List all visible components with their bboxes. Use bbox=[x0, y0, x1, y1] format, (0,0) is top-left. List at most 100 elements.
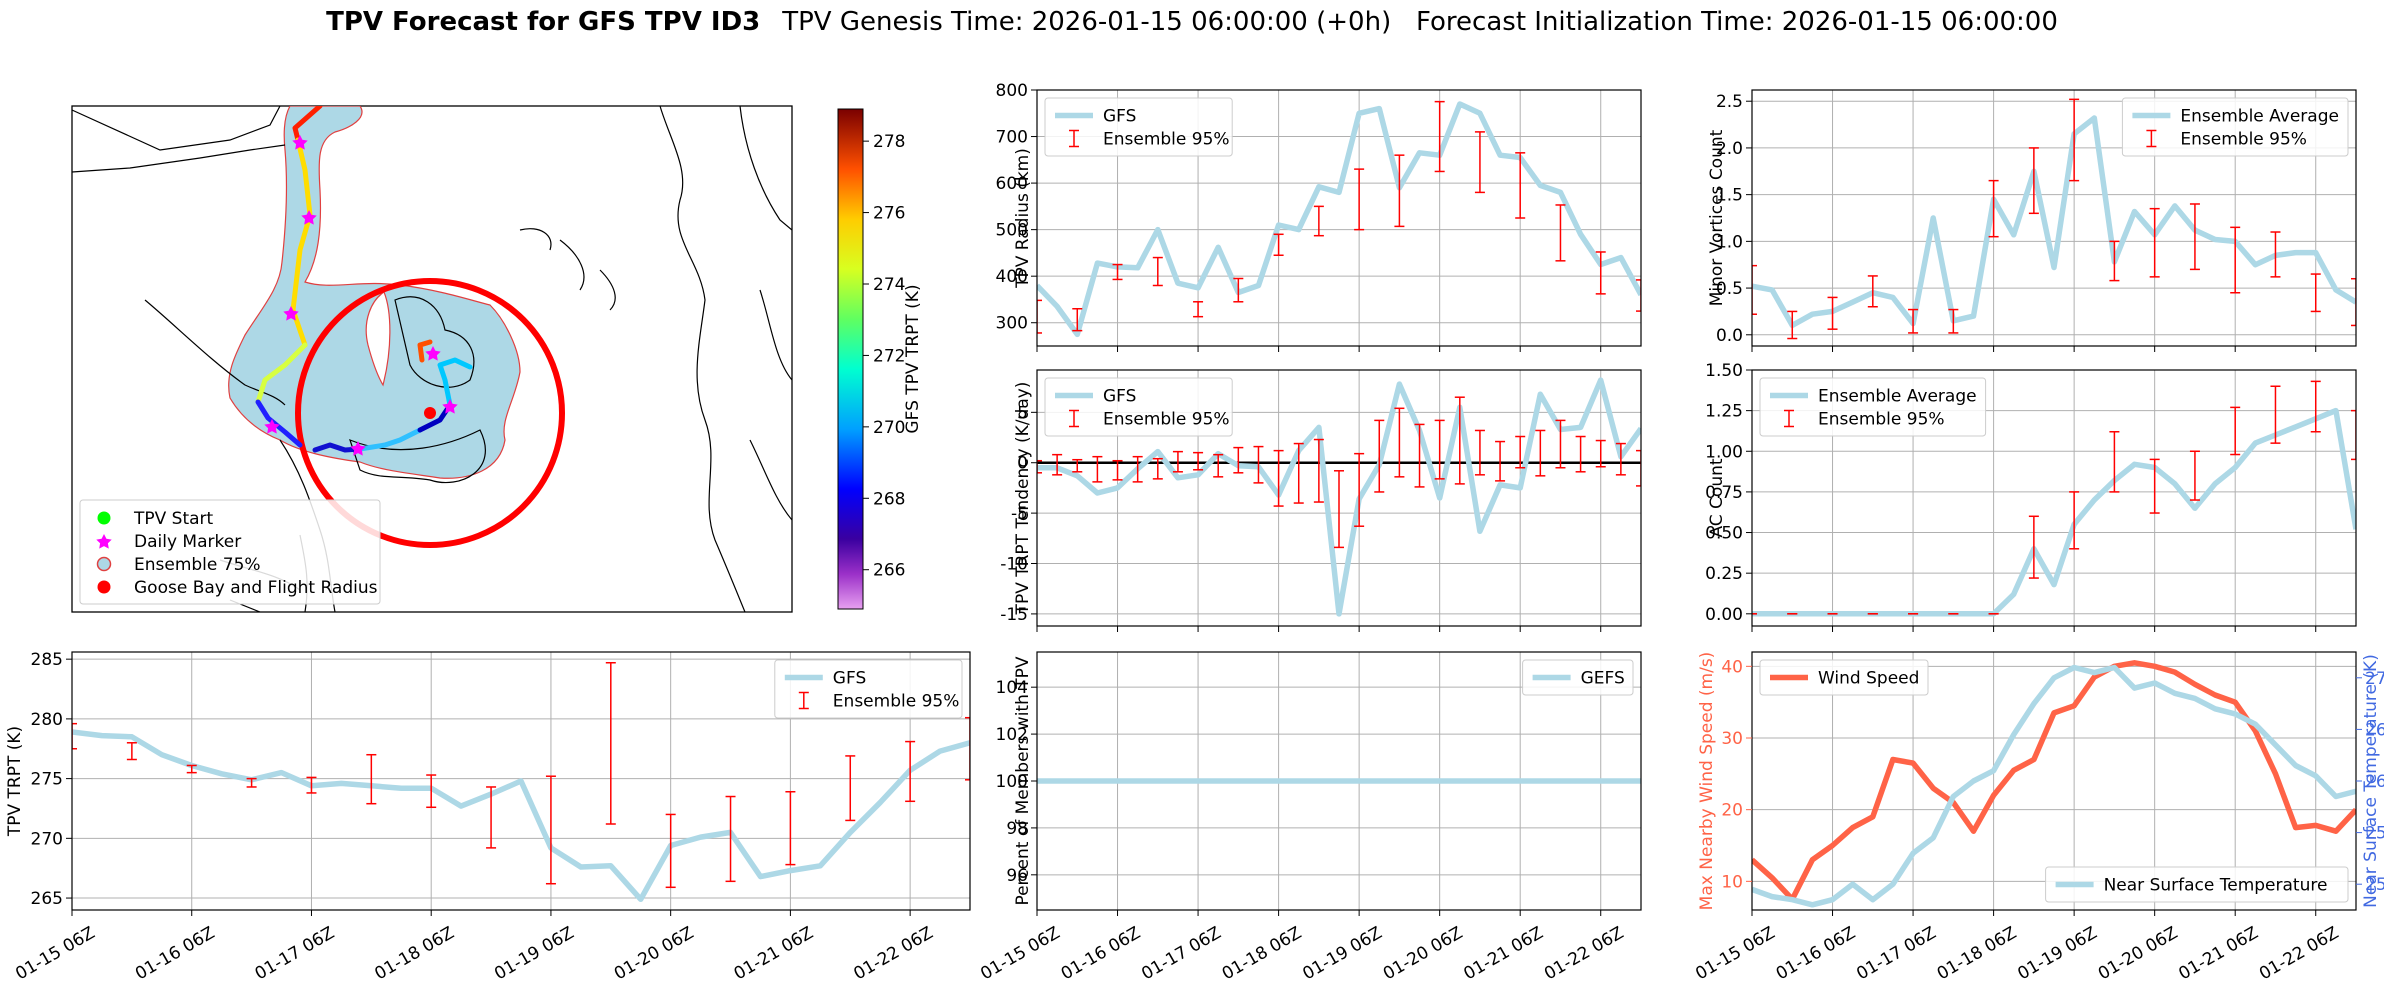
colorbar-tick-label: 274 bbox=[873, 275, 905, 295]
legend: Ensemble Average Ensemble 95% bbox=[1759, 377, 1987, 437]
y-tick-label: 270 bbox=[31, 829, 63, 849]
legend-label: GFS bbox=[1103, 107, 1136, 127]
y-tick-label: 96 bbox=[1006, 866, 1028, 886]
legend: GFS Ensemble 95% bbox=[1044, 377, 1233, 437]
series-line-minor-0 bbox=[1752, 115, 2356, 329]
y-tick-label: 1.25 bbox=[1705, 402, 1743, 422]
colorbar bbox=[837, 108, 864, 610]
y-tick-label: 2.5 bbox=[1716, 92, 1743, 112]
y-tick-label: 285 bbox=[31, 650, 63, 670]
x-tick-label: 01-17 06Z bbox=[1853, 923, 1939, 982]
x-tick-label: 01-16 06Z bbox=[1773, 923, 1859, 982]
y-tick-label: 0.50 bbox=[1705, 524, 1743, 544]
y-axis-label: Minor Vortices Count bbox=[1707, 129, 1727, 306]
x-tick-label: 01-21 06Z bbox=[731, 923, 817, 982]
plot-body bbox=[1752, 660, 2356, 908]
x-tick-label: 01-22 06Z bbox=[1541, 923, 1627, 982]
y-tick-label: 30 bbox=[1721, 729, 1743, 749]
y-right-tick-label: 255 bbox=[2365, 824, 2384, 844]
daily-marker bbox=[264, 419, 280, 434]
legend: Ensemble Average Ensemble 95% bbox=[2121, 97, 2349, 157]
legend-box bbox=[2121, 97, 2349, 157]
plot-frame bbox=[1751, 369, 2357, 627]
colorbar-tick-label: 270 bbox=[873, 418, 905, 438]
colorbar-tick-label: 276 bbox=[873, 204, 905, 224]
x-tick-label: 01-16 06Z bbox=[1058, 923, 1144, 982]
legend-label: Ensemble 95% bbox=[1103, 130, 1230, 150]
plot-body bbox=[72, 662, 970, 903]
y-tick-label: 1.50 bbox=[1705, 361, 1743, 381]
track-segment bbox=[290, 137, 313, 348]
legend-label: Ensemble Average bbox=[2180, 107, 2339, 127]
y-tick-label: 265 bbox=[31, 889, 63, 909]
legend-item: TPV Start bbox=[133, 509, 214, 529]
y-tick-label: 104 bbox=[996, 678, 1028, 698]
plot-frame bbox=[1036, 89, 1642, 347]
x-tick-label: 01-18 06Z bbox=[371, 923, 457, 982]
daily-marker bbox=[442, 399, 458, 414]
x-tick-label: 01-15 06Z bbox=[977, 923, 1063, 982]
x-tick-label: 01-19 06Z bbox=[491, 923, 577, 982]
goose-bay-marker bbox=[424, 407, 436, 419]
y-right-tick-label: 265 bbox=[2365, 720, 2384, 740]
plot-body bbox=[1752, 380, 2356, 617]
daily-marker bbox=[425, 346, 441, 361]
legend-label: Ensemble 95% bbox=[2180, 130, 2307, 150]
plot-body bbox=[1037, 377, 1641, 617]
y-tick-label: 0.75 bbox=[1705, 483, 1743, 503]
x-tick-label: 01-21 06Z bbox=[2175, 923, 2261, 982]
coastline bbox=[349, 429, 486, 484]
figure-title: TPV Forecast for GFS TPV ID3 TPV Genesis … bbox=[326, 7, 2058, 37]
y-axis-label: Max Nearby Wind Speed (m/s) bbox=[1697, 652, 1717, 911]
y-axis-label: TPV TRPT (K) bbox=[5, 726, 25, 837]
track-segment bbox=[312, 442, 363, 453]
track-segment bbox=[437, 357, 473, 408]
track-segment bbox=[255, 342, 308, 405]
legend-label: Near Surface Temperature bbox=[2104, 876, 2328, 896]
chart-minor: 0.0 0.5 1.0 1.5 2.0 2.5 Minor Vortices Count En… bbox=[1707, 89, 2357, 352]
series-line-trpt-0 bbox=[72, 729, 970, 903]
y-tick-label: 600 bbox=[996, 174, 1028, 194]
legend-item: Ensemble 75% bbox=[134, 555, 261, 575]
legend-box bbox=[1044, 377, 1233, 437]
y-tick-label: 700 bbox=[996, 128, 1028, 148]
y-right-tick-label: 250 bbox=[2365, 875, 2384, 895]
y-tick-label: -15 bbox=[1000, 605, 1028, 625]
x-tick-label: 01-20 06Z bbox=[1380, 923, 1466, 982]
legend-start-swatch bbox=[97, 511, 111, 525]
legend-label: Ensemble Average bbox=[1818, 387, 1977, 407]
y-right-tick-label: 270 bbox=[2365, 669, 2384, 689]
chart-ac: 0.00 0.25 0.50 0.75 1.00 1.25 1.50 AC Count Ense… bbox=[1705, 361, 2357, 632]
track-segment bbox=[417, 339, 433, 363]
daily-marker bbox=[283, 306, 299, 321]
series-line-wind-1 bbox=[1752, 664, 2356, 908]
x-tick-label: 01-21 06Z bbox=[1460, 923, 1546, 982]
y-axis-label: TPV TRPT Tendency (K/day) bbox=[1013, 382, 1033, 616]
y-axis-label: Percent of Members with TPV bbox=[1013, 656, 1033, 905]
y-tick-label: 300 bbox=[996, 314, 1028, 334]
daily-marker bbox=[301, 210, 317, 225]
legend: GFS Ensemble 95% bbox=[774, 659, 963, 719]
legend: Wind Speed bbox=[1759, 659, 1929, 696]
legend-label: GFS bbox=[1103, 387, 1136, 407]
plot-frame bbox=[1036, 369, 1642, 627]
y-tick-label: 280 bbox=[31, 710, 63, 730]
daily-marker bbox=[350, 441, 366, 456]
track-segment bbox=[357, 427, 423, 452]
daily-markers bbox=[264, 135, 458, 456]
coastline bbox=[144, 299, 286, 406]
y-tick-label: 0.0 bbox=[1716, 326, 1743, 346]
track-segment bbox=[292, 106, 323, 143]
coastline bbox=[394, 296, 475, 388]
x-tick-label: 01-16 06Z bbox=[132, 923, 218, 982]
y-right-tick-label: 260 bbox=[2365, 772, 2384, 792]
series-line-radius-0 bbox=[1037, 101, 1641, 338]
y-tick-label: 1.0 bbox=[1716, 232, 1743, 252]
y-tick-label: 0.5 bbox=[1716, 279, 1743, 299]
coastline bbox=[72, 144, 286, 173]
y-axis-label: TPV Radius (km) bbox=[1013, 148, 1033, 289]
legend-label: GEFS bbox=[1581, 669, 1625, 689]
